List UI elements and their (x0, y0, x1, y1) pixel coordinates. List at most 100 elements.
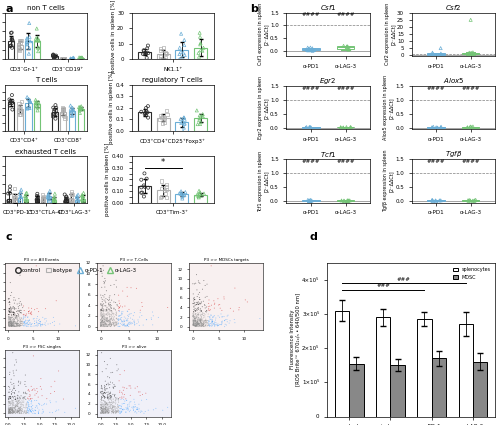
Point (98, 409, 106, 416)
Point (20, 402, 28, 408)
Point (38, 386, 46, 393)
Point (22, 196, 30, 203)
Point (114, 320, 122, 327)
Point (97, 321, 105, 328)
Point (130, 319, 138, 326)
Point (19, 402, 27, 409)
Point (19, 395, 27, 402)
Bar (458, 324, 473, 416)
Point (23, 36, 31, 42)
Point (103, 410, 111, 417)
Point (34, 44, 42, 51)
Point (200, 321, 207, 328)
Point (107, 369, 115, 376)
Point (112, 408, 120, 415)
Point (110, 396, 118, 402)
Point (8, 322, 16, 329)
Point (201, 312, 209, 318)
Point (48, 409, 56, 416)
Point (114, 366, 122, 372)
Point (194, 318, 202, 325)
Point (76, 104, 84, 111)
Point (102, 399, 110, 406)
Bar (157, 190, 170, 203)
Point (464, 51, 472, 57)
Point (198, 309, 206, 316)
Point (160, 45, 168, 51)
Point (107, 403, 115, 410)
Point (127, 385, 135, 391)
Point (106, 407, 114, 414)
Point (194, 323, 202, 329)
Point (18, 318, 26, 325)
Point (140, 410, 148, 416)
Point (21, 314, 29, 321)
Point (40, 321, 48, 328)
Point (110, 398, 118, 405)
Point (118, 303, 126, 310)
Point (98, 368, 106, 375)
Point (106, 317, 114, 324)
Point (6, 323, 14, 330)
Point (12, 410, 20, 416)
Point (6, 298, 14, 305)
Point (206, 322, 214, 329)
Point (100, 314, 108, 321)
Point (6, 320, 14, 326)
Point (195, 321, 203, 328)
Point (100, 398, 108, 405)
Point (161, 49, 169, 56)
Point (191, 319, 199, 326)
Point (10, 404, 18, 411)
Point (96, 323, 104, 330)
Point (466, 123, 474, 130)
Point (98, 313, 106, 320)
Point (70, 55, 78, 62)
Point (337, 124, 345, 131)
Point (108, 309, 116, 315)
Point (235, 306, 243, 313)
Point (194, 312, 202, 318)
Point (191, 317, 199, 323)
Point (120, 406, 128, 413)
Point (108, 310, 116, 317)
Point (100, 358, 108, 365)
Point (106, 392, 114, 399)
Point (14, 322, 22, 329)
Point (4, 319, 12, 326)
Point (102, 312, 110, 318)
Point (192, 323, 200, 329)
Point (125, 382, 133, 389)
Point (346, 124, 354, 130)
Point (114, 317, 122, 323)
Point (102, 317, 110, 323)
Point (23, 200, 31, 207)
Point (28, 309, 36, 315)
Point (108, 322, 116, 329)
Point (106, 355, 114, 362)
Point (103, 323, 111, 330)
Point (213, 321, 221, 328)
Point (12, 321, 20, 328)
Point (15, 388, 23, 395)
Point (100, 315, 108, 322)
Point (8, 323, 16, 329)
Point (22, 408, 30, 414)
Point (192, 323, 200, 329)
Point (124, 308, 132, 314)
Point (110, 320, 118, 327)
Point (59, 106, 67, 113)
Point (6, 408, 14, 414)
Point (6, 408, 14, 415)
Point (121, 398, 129, 405)
Point (5, 393, 13, 400)
Point (12, 408, 20, 414)
Point (98, 303, 106, 309)
Point (38, 402, 46, 409)
Point (12, 400, 20, 407)
Point (340, 198, 348, 204)
Point (190, 320, 198, 327)
Point (122, 409, 130, 416)
Y-axis label: positive cells in spleen [%]: positive cells in spleen [%] (109, 71, 114, 144)
Point (112, 410, 120, 416)
